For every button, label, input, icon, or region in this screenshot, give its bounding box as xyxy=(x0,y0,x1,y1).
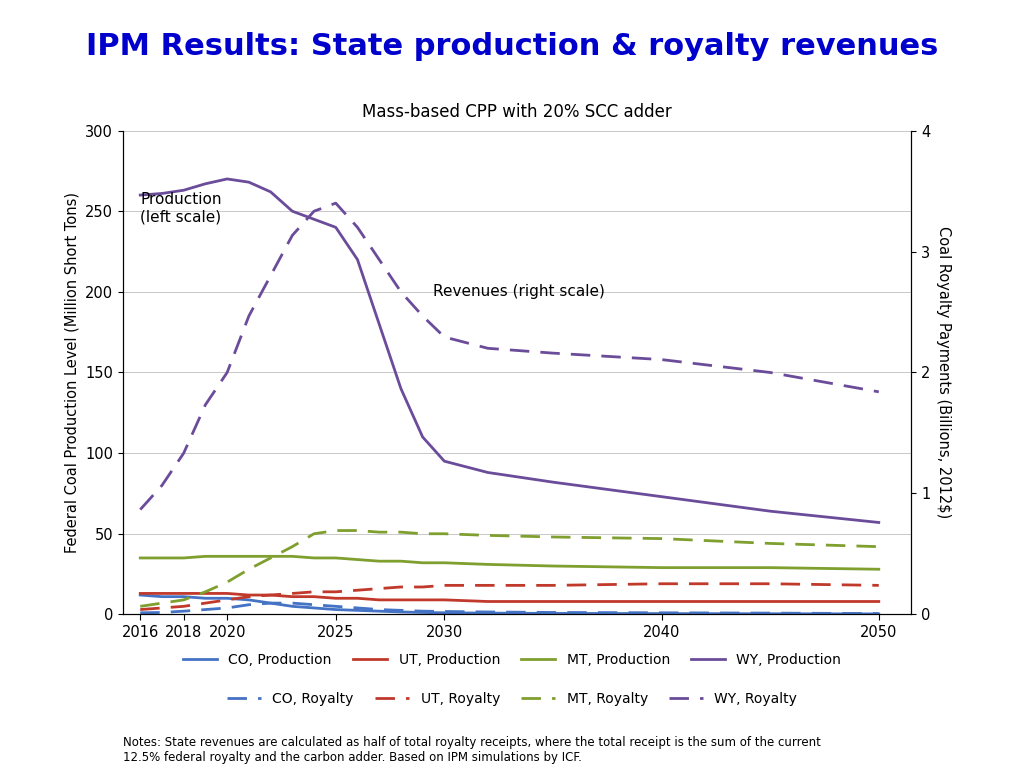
Legend: CO, Royalty, UT, Royalty, MT, Royalty, WY, Royalty: CO, Royalty, UT, Royalty, MT, Royalty, W… xyxy=(221,686,803,711)
Text: IPM Results: State production & royalty revenues: IPM Results: State production & royalty … xyxy=(86,31,938,61)
Text: Production
(left scale): Production (left scale) xyxy=(140,192,222,224)
Y-axis label: Coal Royalty Payments (Billions, 2012$): Coal Royalty Payments (Billions, 2012$) xyxy=(936,227,951,518)
Text: Revenues (right scale): Revenues (right scale) xyxy=(433,284,605,300)
Legend: CO, Production, UT, Production, MT, Production, WY, Production: CO, Production, UT, Production, MT, Prod… xyxy=(177,647,847,673)
Text: Notes: State revenues are calculated as half of total royalty receipts, where th: Notes: State revenues are calculated as … xyxy=(123,737,821,764)
Title: Mass-based CPP with 20% SCC adder: Mass-based CPP with 20% SCC adder xyxy=(362,103,672,121)
Y-axis label: Federal Coal Production Level (Million Short Tons): Federal Coal Production Level (Million S… xyxy=(65,192,80,553)
